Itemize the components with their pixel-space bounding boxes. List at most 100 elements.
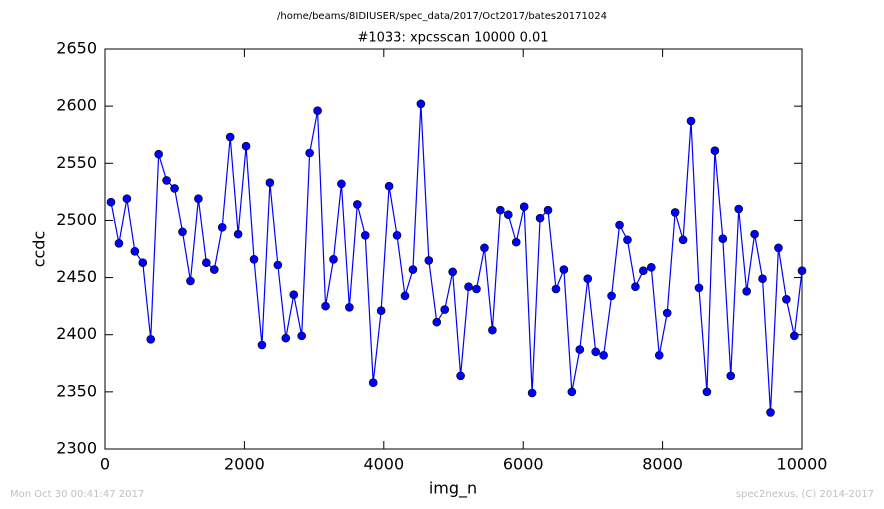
data-point xyxy=(297,331,306,341)
data-point xyxy=(448,267,457,277)
data-point xyxy=(797,266,807,276)
data-point xyxy=(178,227,187,237)
y-tick-label: 2450 xyxy=(56,267,97,286)
data-point xyxy=(170,184,179,193)
data-point xyxy=(742,286,751,296)
data-point xyxy=(702,387,712,397)
y-tick-label: 2300 xyxy=(56,439,97,458)
data-point xyxy=(329,254,338,264)
plot-frame xyxy=(104,48,803,450)
data-point xyxy=(559,265,569,274)
data-point xyxy=(313,106,322,116)
data-point xyxy=(631,282,640,292)
data-point xyxy=(289,290,299,300)
data-point xyxy=(599,350,608,360)
y-tick-label: 2650 xyxy=(56,39,97,58)
data-point xyxy=(591,347,600,357)
data-point xyxy=(718,234,728,244)
x-tick-label: 4000 xyxy=(363,455,404,474)
data-point xyxy=(130,246,140,256)
data-point xyxy=(480,243,489,253)
data-point xyxy=(162,176,171,185)
data-point xyxy=(750,229,759,239)
data-point xyxy=(408,265,418,274)
data-point xyxy=(543,205,553,215)
data-point xyxy=(194,194,203,204)
data-point xyxy=(265,178,275,188)
data-point xyxy=(106,197,116,207)
data-point xyxy=(607,291,616,301)
data-point xyxy=(472,284,481,294)
y-tick-label: 2350 xyxy=(56,381,97,400)
x-tick-label: 2000 xyxy=(224,455,265,474)
x-tick-label: 10000 xyxy=(777,455,828,474)
data-point xyxy=(623,235,632,245)
data-point xyxy=(503,210,513,220)
data-point xyxy=(241,141,251,151)
data-point xyxy=(456,371,465,381)
data-point xyxy=(790,331,799,341)
data-point xyxy=(233,229,243,239)
data-point xyxy=(758,274,767,284)
data-point xyxy=(360,230,370,240)
data-point xyxy=(575,345,585,354)
data-point xyxy=(488,325,497,335)
data-point xyxy=(710,146,720,156)
data-point xyxy=(337,179,346,189)
data-point xyxy=(774,243,783,253)
data-point xyxy=(615,220,624,230)
data-point xyxy=(114,238,124,248)
data-point xyxy=(527,388,537,398)
data-point xyxy=(511,237,521,247)
data-point xyxy=(766,408,775,417)
x-tick-label: 6000 xyxy=(503,455,544,474)
data-point xyxy=(202,258,211,268)
data-point xyxy=(535,213,545,223)
data-point xyxy=(138,258,148,268)
data-point xyxy=(567,387,577,397)
data-point xyxy=(678,235,688,245)
footer-left: Mon Oct 30 00:41:47 2017 xyxy=(10,489,144,500)
chart-title: #1033: xpcsscan 10000 0.01 xyxy=(357,31,548,46)
data-point xyxy=(583,274,593,284)
data-point xyxy=(321,301,330,311)
data-point xyxy=(496,205,505,215)
data-point xyxy=(225,132,235,142)
data-point xyxy=(782,294,791,304)
y-tick-label: 2550 xyxy=(56,153,97,172)
data-line xyxy=(110,103,803,413)
x-tick-label: 0 xyxy=(100,455,110,474)
data-point xyxy=(464,282,473,292)
data-point xyxy=(432,317,442,327)
footer-right: spec2nexus, (C) 2014-2017 xyxy=(736,489,874,500)
data-point xyxy=(392,230,402,240)
data-point xyxy=(209,265,219,274)
y-axis-label: ccdc xyxy=(30,231,49,268)
data-point xyxy=(146,334,156,344)
data-point xyxy=(654,350,664,360)
data-point xyxy=(424,256,434,265)
suptitle: /home/beams/8IDIUSER/spec_data/2017/Oct2… xyxy=(277,11,607,22)
data-point xyxy=(384,181,394,191)
data-point xyxy=(647,262,656,272)
data-point xyxy=(416,99,426,109)
data-point xyxy=(154,149,163,159)
y-tick-label: 2600 xyxy=(56,96,97,115)
data-point xyxy=(400,291,410,301)
data-point xyxy=(217,222,227,232)
data-point xyxy=(519,202,529,212)
data-point xyxy=(694,283,704,293)
data-point xyxy=(353,200,362,209)
data-point xyxy=(281,333,291,343)
data-point xyxy=(376,306,386,316)
data-point xyxy=(551,284,561,294)
x-tick-label: 8000 xyxy=(642,455,683,474)
data-point xyxy=(726,371,736,381)
data-point xyxy=(662,308,672,318)
data-point xyxy=(305,148,314,158)
x-axis-label: img_n xyxy=(429,479,477,499)
data-point xyxy=(368,378,378,388)
data-point xyxy=(249,254,259,264)
data-point xyxy=(345,302,354,312)
